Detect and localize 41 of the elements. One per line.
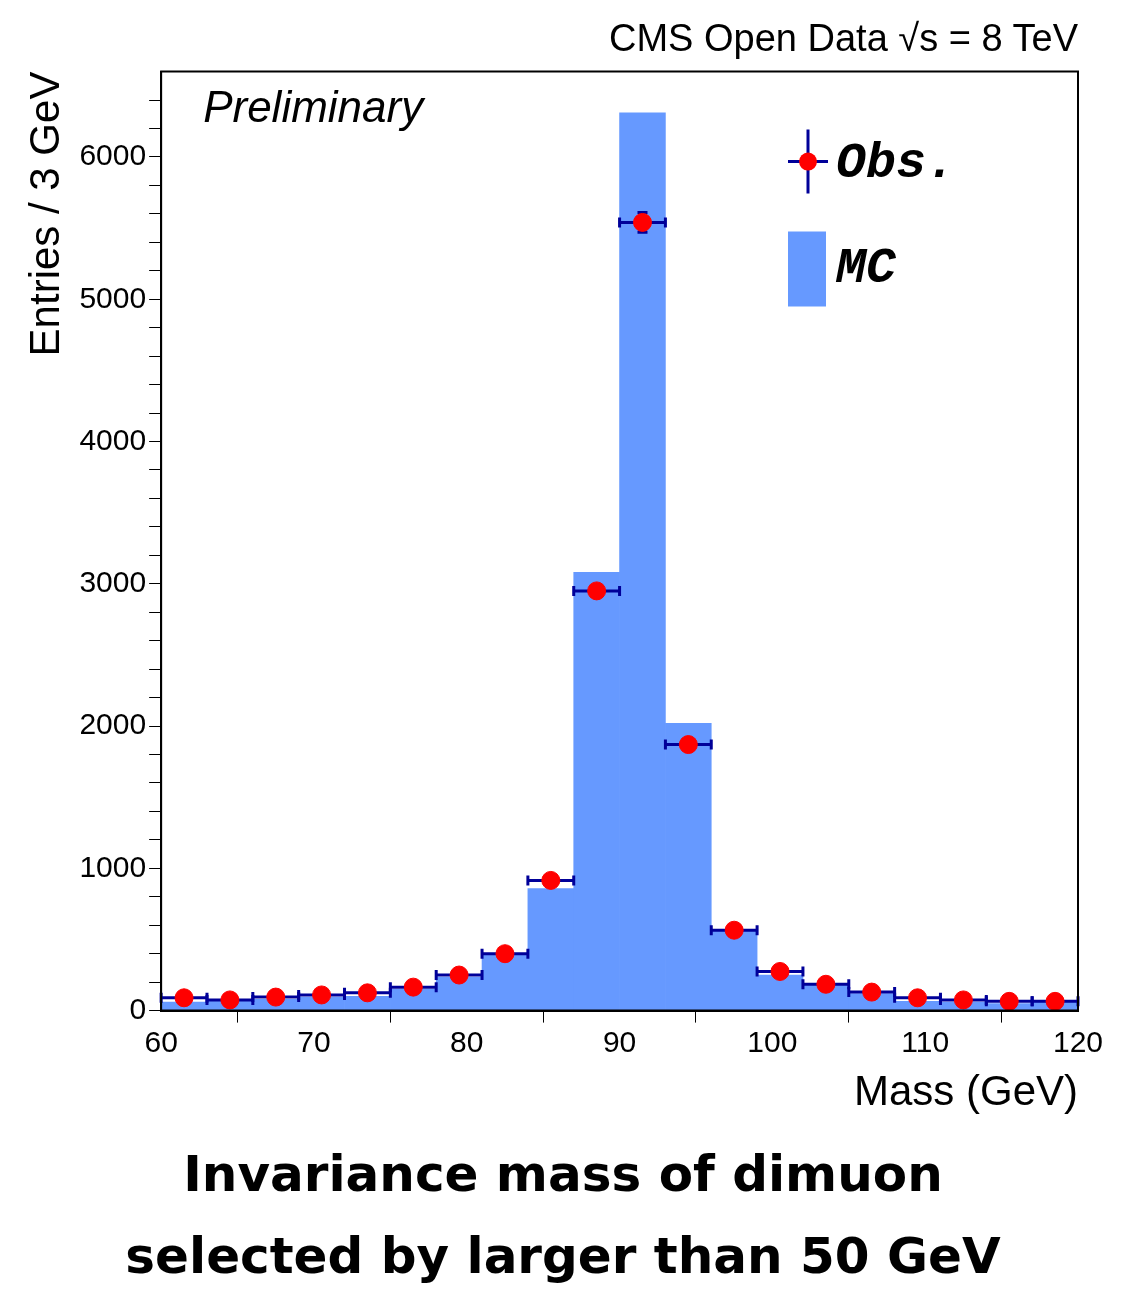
point (266, 987, 286, 1007)
point (770, 961, 790, 981)
y-tick-label: 3000 (79, 565, 147, 599)
point (403, 977, 423, 997)
point (816, 974, 836, 994)
y-axis-title: Entries / 3 GeV (20, 71, 68, 357)
x-tick-label: 70 (297, 1024, 331, 1058)
x-tick-label: 80 (450, 1024, 484, 1058)
point (678, 735, 698, 755)
x-tick-label: 90 (602, 1024, 637, 1058)
y-tick-label: 4000 (79, 422, 147, 456)
x-axis-title: Mass (GeV) (853, 1067, 1078, 1115)
x-tick-label: 60 (144, 1024, 178, 1058)
y-tick-label: 5000 (79, 280, 147, 314)
point (908, 988, 928, 1008)
point (174, 988, 194, 1008)
x-tick-label: 120 (1052, 1024, 1104, 1058)
point (220, 990, 240, 1010)
point (357, 983, 377, 1003)
text: Invariance mass of dimuon selected by larger than 50 GeV (124, 1144, 1002, 1287)
point (862, 982, 882, 1002)
x-tick-label: 100 (747, 1024, 798, 1058)
point (495, 944, 515, 964)
y-tick-label: 1000 (79, 849, 147, 883)
annotation: Preliminary (203, 81, 427, 131)
legend-label: MC (835, 240, 897, 298)
y-tick-label: 0 (129, 991, 147, 1025)
chart-title: CMS Open Data √s = 8 TeV (609, 17, 1079, 60)
point (587, 581, 607, 601)
y-tick-label: 2000 (79, 707, 147, 741)
x-tick-label: 110 (901, 1024, 950, 1058)
point (312, 985, 332, 1005)
point (541, 870, 561, 890)
point (999, 991, 1019, 1011)
legend-label: Obs. (836, 135, 957, 193)
point (953, 990, 973, 1010)
point (449, 965, 469, 985)
point (1045, 991, 1065, 1011)
point (632, 212, 652, 232)
point (724, 920, 744, 940)
y-tick-label: 6000 (79, 138, 147, 172)
